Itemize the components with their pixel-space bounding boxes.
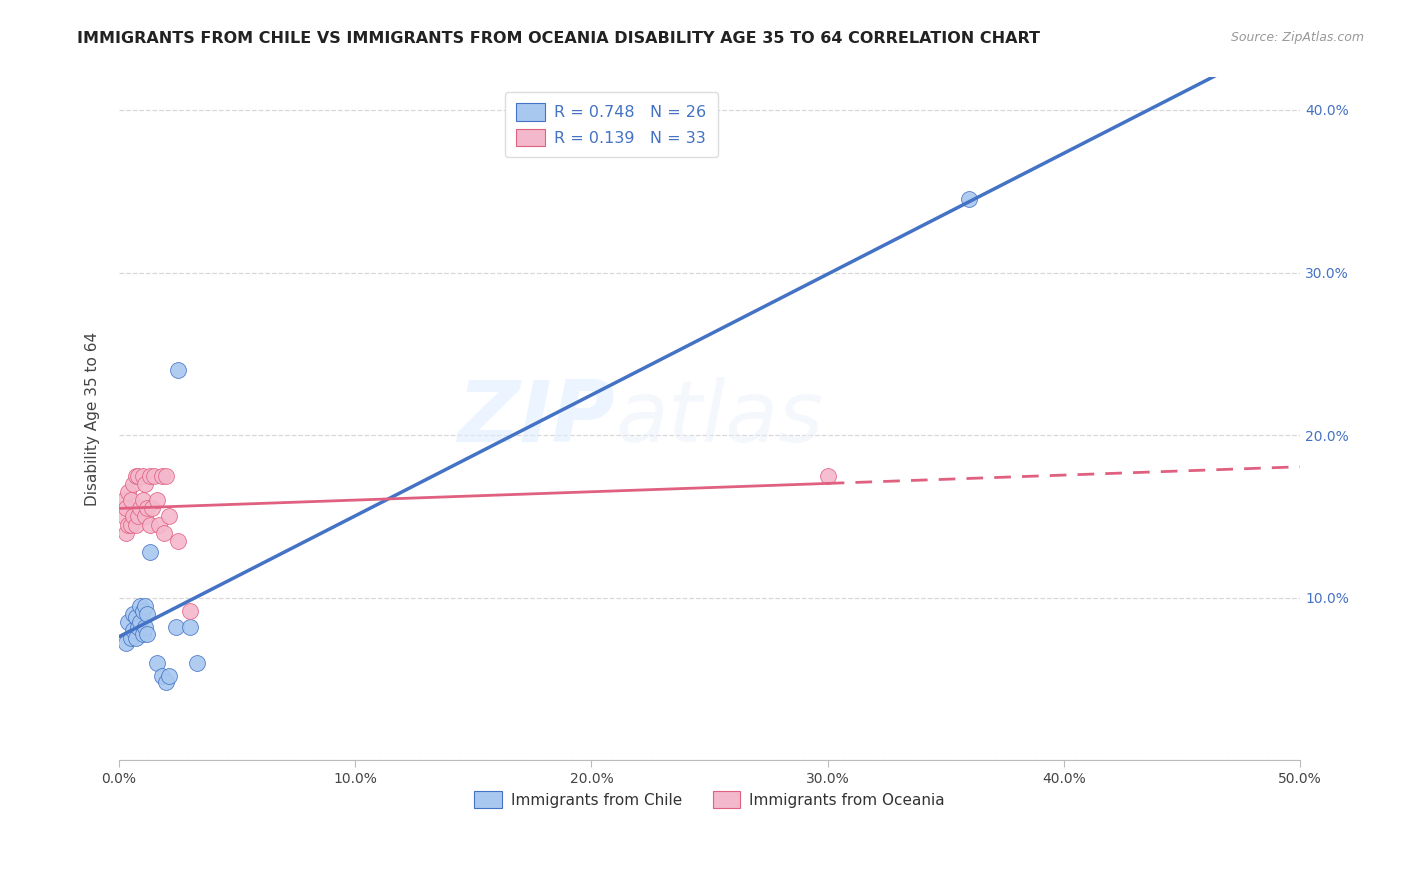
Point xyxy=(157,509,180,524)
Point xyxy=(122,477,145,491)
Point xyxy=(146,493,169,508)
Point xyxy=(134,477,156,491)
Point xyxy=(957,193,980,207)
Point xyxy=(186,656,208,670)
Point xyxy=(124,517,146,532)
Legend: Immigrants from Chile, Immigrants from Oceania: Immigrants from Chile, Immigrants from O… xyxy=(468,785,950,814)
Point xyxy=(155,675,177,690)
Text: IMMIGRANTS FROM CHILE VS IMMIGRANTS FROM OCEANIA DISABILITY AGE 35 TO 64 CORRELA: IMMIGRANTS FROM CHILE VS IMMIGRANTS FROM… xyxy=(77,31,1040,46)
Point xyxy=(139,517,162,532)
Point xyxy=(136,607,159,621)
Point xyxy=(148,517,170,532)
Text: ZIP: ZIP xyxy=(457,377,614,460)
Point xyxy=(155,468,177,483)
Point xyxy=(127,620,149,634)
Point xyxy=(131,626,153,640)
Point xyxy=(146,656,169,670)
Point xyxy=(124,610,146,624)
Point xyxy=(129,615,152,629)
Point xyxy=(136,626,159,640)
Point xyxy=(150,669,173,683)
Point xyxy=(115,636,138,650)
Point xyxy=(120,493,142,508)
Point xyxy=(157,669,180,683)
Point xyxy=(165,620,187,634)
Point xyxy=(167,533,190,548)
Point xyxy=(115,525,138,540)
Point xyxy=(117,615,139,629)
Point xyxy=(134,599,156,613)
Point xyxy=(179,620,201,634)
Point xyxy=(179,604,201,618)
Point xyxy=(117,485,139,500)
Point xyxy=(117,517,139,532)
Point xyxy=(131,468,153,483)
Point xyxy=(127,468,149,483)
Point xyxy=(139,468,162,483)
Point xyxy=(122,624,145,638)
Point xyxy=(112,493,135,508)
Point xyxy=(131,604,153,618)
Point xyxy=(120,517,142,532)
Point xyxy=(124,468,146,483)
Point xyxy=(167,363,190,377)
Point xyxy=(115,501,138,516)
Point xyxy=(134,509,156,524)
Point xyxy=(143,468,166,483)
Y-axis label: Disability Age 35 to 64: Disability Age 35 to 64 xyxy=(86,332,100,506)
Point xyxy=(136,501,159,516)
Point xyxy=(129,501,152,516)
Point xyxy=(122,509,145,524)
Point xyxy=(112,509,135,524)
Text: atlas: atlas xyxy=(614,377,823,460)
Point xyxy=(131,493,153,508)
Point xyxy=(139,545,162,559)
Point xyxy=(153,525,176,540)
Text: Source: ZipAtlas.com: Source: ZipAtlas.com xyxy=(1230,31,1364,45)
Point xyxy=(141,501,163,516)
Point xyxy=(120,632,142,646)
Point xyxy=(127,509,149,524)
Point xyxy=(134,620,156,634)
Point xyxy=(122,607,145,621)
Point xyxy=(129,599,152,613)
Point xyxy=(124,632,146,646)
Point xyxy=(817,468,839,483)
Point xyxy=(150,468,173,483)
